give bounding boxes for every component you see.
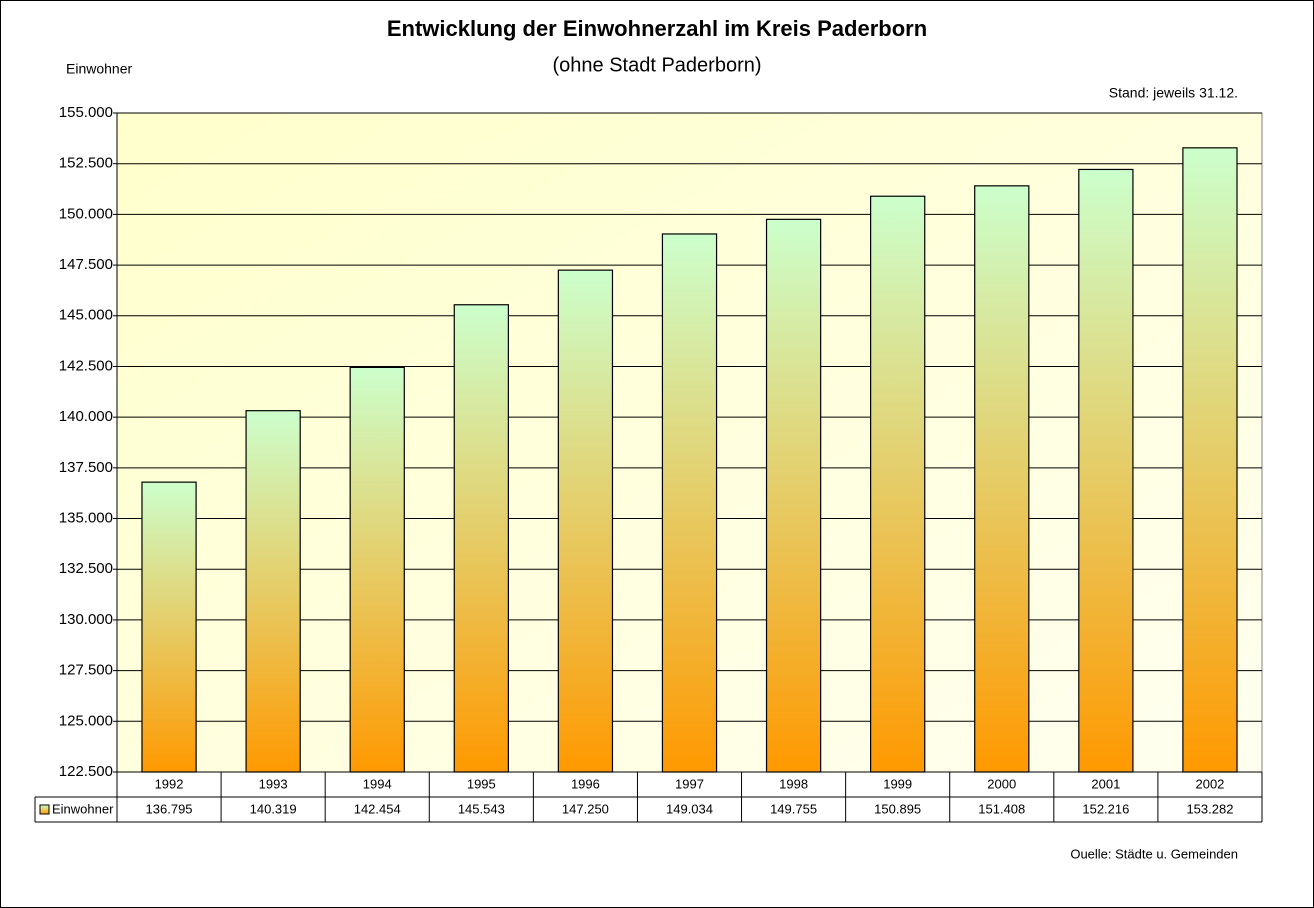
bar (870, 195, 926, 773)
chart-title: Entwicklung der Einwohnerzahl im Kreis P… (387, 16, 927, 41)
bar (1078, 168, 1134, 773)
x-tick-label: 1998 (779, 776, 808, 791)
bar (661, 233, 718, 773)
y-tick-label: 142.500 (59, 357, 113, 374)
value-label: 145.543 (458, 801, 505, 816)
bar (1182, 147, 1238, 773)
y-tick-label: 132.500 (59, 560, 113, 577)
x-tick-label: 2001 (1091, 776, 1120, 791)
x-tick-label: 1994 (363, 776, 392, 791)
x-tick-label: 1996 (571, 776, 600, 791)
y-tick-label: 155.000 (59, 104, 113, 121)
chart-subtitle: (ohne Stadt Paderborn) (552, 54, 761, 76)
value-label: 147.250 (562, 801, 609, 816)
x-tick-label: 1995 (467, 776, 496, 791)
x-tick-label: 1993 (259, 776, 288, 791)
y-tick-label: 125.000 (59, 712, 113, 729)
value-label: 140.319 (250, 801, 297, 816)
value-label: 149.034 (666, 801, 713, 816)
y-tick-label: 152.500 (59, 155, 113, 172)
x-tick-label: 1992 (155, 776, 184, 791)
y-tick-label: 137.500 (59, 459, 113, 476)
bar (974, 185, 1030, 773)
x-tick-label: 1999 (883, 776, 912, 791)
x-tick-label: 1997 (675, 776, 704, 791)
x-tick-label: 2002 (1195, 776, 1224, 791)
value-label: 153.282 (1186, 801, 1233, 816)
value-label: 149.755 (770, 801, 817, 816)
y-tick-label: 147.500 (59, 256, 113, 273)
y-tick-label: 127.500 (59, 662, 113, 679)
value-label: 150.895 (874, 801, 921, 816)
value-label: 152.216 (1082, 801, 1129, 816)
y-tick-label: 135.000 (59, 510, 113, 527)
y-tick-label: 122.500 (59, 763, 113, 780)
y-tick-label: 150.000 (59, 205, 113, 222)
y-tick-label: 130.000 (59, 611, 113, 628)
y-tick-label: 140.000 (59, 408, 113, 425)
bar (765, 218, 822, 773)
annotation: Stand: jeweils 31.12. (1109, 85, 1238, 101)
bar (557, 269, 614, 773)
legend-label: Einwohner (52, 801, 114, 816)
bar (141, 481, 197, 773)
y-tick-label: 145.000 (59, 307, 113, 324)
value-label: 151.408 (978, 801, 1025, 816)
bar (245, 410, 301, 773)
value-label: 142.454 (354, 801, 401, 816)
bar (453, 304, 509, 773)
bar (349, 366, 405, 773)
source: Ouelle: Städte u. Gemeinden (1070, 846, 1238, 861)
value-label: 136.795 (146, 801, 193, 816)
y-axis-label: Einwohner (66, 61, 132, 77)
legend-swatch (39, 804, 50, 815)
x-tick-label: 2000 (987, 776, 1016, 791)
